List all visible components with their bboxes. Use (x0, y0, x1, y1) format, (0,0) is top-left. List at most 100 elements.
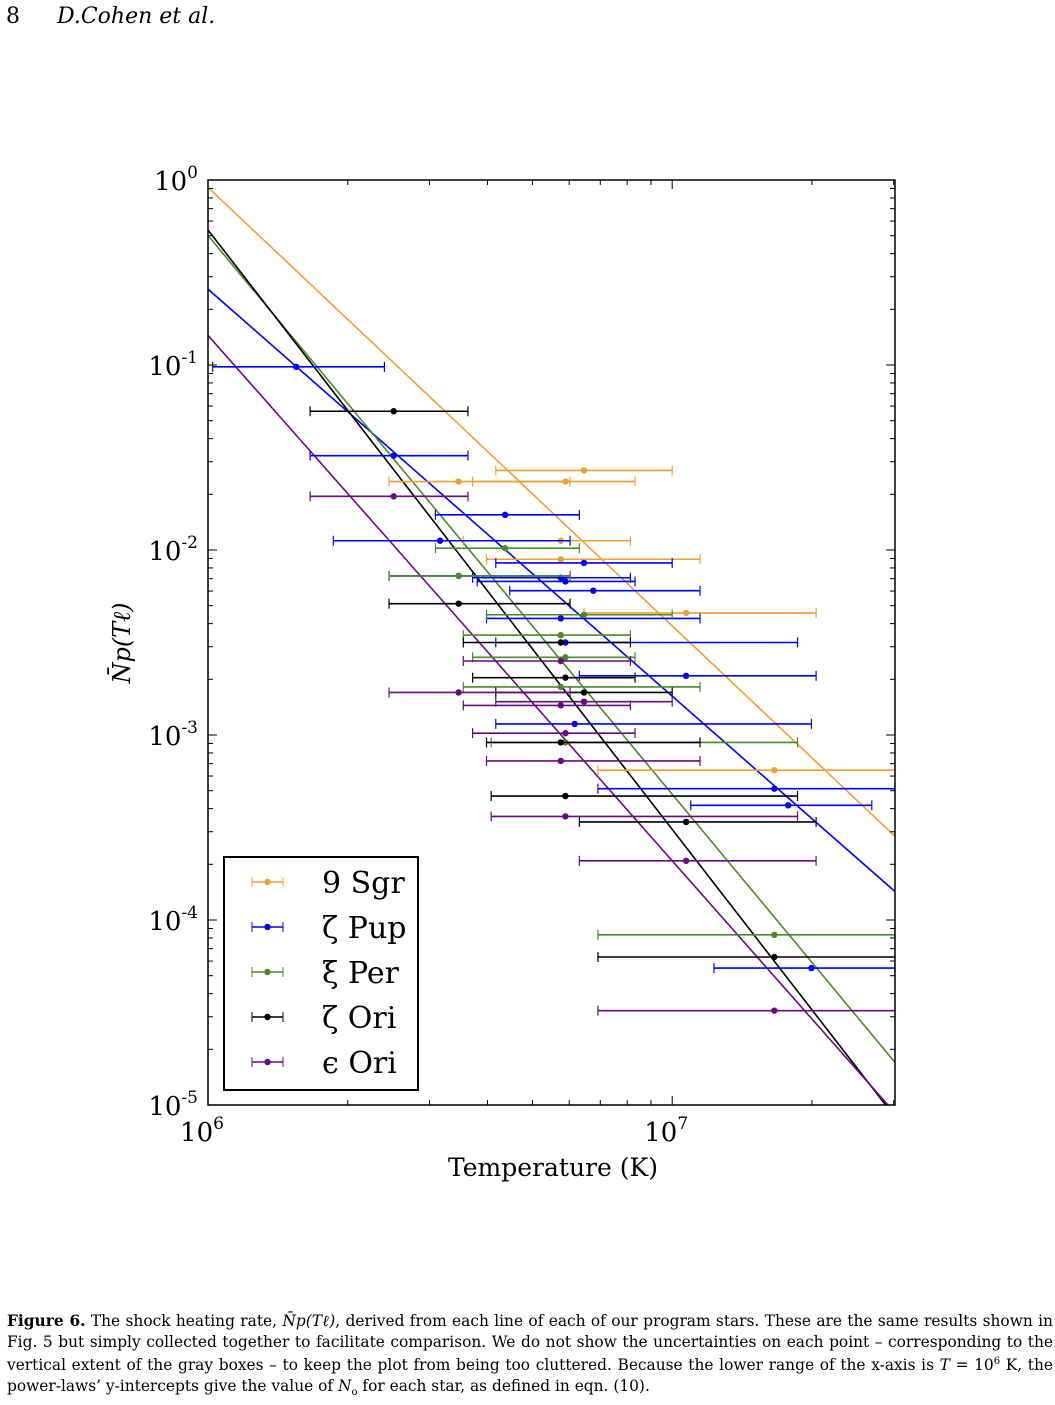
legend-marker-dot (264, 1058, 271, 1066)
data-point (390, 452, 397, 459)
legend-marker-dot (264, 878, 271, 886)
page-number: 8 (6, 4, 20, 29)
fit-line (208, 234, 895, 1063)
data-point (785, 802, 792, 809)
tick-exponent: -4 (181, 903, 198, 923)
tick-exponent: -1 (181, 348, 198, 368)
data-point (571, 720, 578, 728)
tick-base: 10 (148, 352, 181, 382)
data-point (771, 953, 778, 961)
tick-base: 10 (148, 1092, 181, 1122)
data-point (771, 1007, 778, 1014)
data-point (455, 478, 462, 485)
data-point (557, 657, 564, 665)
legend-label: 9 Sgr (322, 866, 405, 901)
data-point (682, 857, 690, 864)
tick-exponent: -3 (181, 718, 198, 738)
data-point (562, 729, 569, 737)
caption-label: Figure 6. (7, 1312, 86, 1330)
tick-exponent: 7 (677, 1114, 688, 1134)
caption-math: N̄p(Tℓ) (282, 1312, 336, 1330)
data-point (557, 556, 564, 563)
caption-math: N (337, 1376, 352, 1395)
data-point (808, 964, 815, 972)
tick-base: 10 (644, 1118, 677, 1148)
x-tick-label: 107 (644, 1114, 688, 1148)
caption-text: , derived from each line of each of our … (7, 1312, 1053, 1375)
tick-exponent: -5 (181, 1088, 198, 1108)
y-tick-label: 10-5 (148, 1088, 198, 1122)
data-point (562, 654, 569, 661)
data-point (590, 587, 597, 594)
data-point (682, 818, 690, 826)
y-tick-label: 10-3 (148, 718, 198, 752)
data-point (501, 511, 509, 519)
legend-label: ζ Pup (322, 911, 407, 946)
caption-sub: o (351, 1386, 358, 1398)
running-title: D.Cohen et al. (57, 4, 216, 29)
y-tick-label: 100 (154, 163, 198, 197)
plot-frame (207, 179, 896, 1106)
data-point (771, 766, 778, 774)
data-point (455, 572, 462, 580)
tick-exponent: 6 (213, 1114, 224, 1134)
legend: 9 Sgr ζ Pup ξ Per ζ Ori ϵ Ori (223, 856, 419, 1091)
data-point (580, 559, 588, 567)
y-axis-label: N̄p(Tℓ) (108, 602, 136, 684)
data-point (557, 615, 564, 622)
data-point (580, 698, 588, 705)
y-tick-label: 10-4 (148, 903, 198, 937)
figure-caption: Figure 6. The shock heating rate, N̄p(Tℓ… (7, 1311, 1053, 1403)
tick-base: 10 (148, 907, 181, 937)
caption-text: = 10 (949, 1356, 994, 1375)
data-point (682, 672, 690, 679)
y-tick-label: 10-2 (148, 533, 198, 567)
caption-text: for each star, as defined in eqn. (10). (357, 1376, 650, 1395)
data-point (557, 757, 564, 765)
data-point (562, 674, 569, 681)
data-point (557, 639, 564, 646)
legend-label: ζ Ori (322, 1001, 396, 1036)
legend-marker-dot (264, 968, 271, 976)
fit-line (208, 229, 887, 1105)
legend-label: ξ Per (322, 956, 400, 991)
data-point (557, 739, 564, 746)
data-point (580, 689, 588, 696)
caption-math: T (939, 1356, 950, 1375)
caption-sup: 6 (993, 1356, 1001, 1367)
caption-text: K, the power-laws’ y-intercepts give the… (7, 1356, 1054, 1395)
legend-box (223, 856, 419, 1091)
data-point (557, 702, 564, 709)
data-point (455, 600, 462, 607)
data-point (562, 478, 569, 485)
tick-exponent: 0 (187, 163, 198, 183)
x-tick-label: 106 (180, 1114, 224, 1148)
data-point (580, 467, 588, 474)
data-point (292, 363, 300, 371)
y-tick-label: 10-1 (148, 348, 198, 382)
data-point (771, 931, 778, 938)
tick-exponent: -2 (181, 533, 198, 553)
data-point (580, 611, 588, 618)
data-point (557, 631, 564, 639)
data-point (501, 544, 509, 552)
legend-marker-dot (264, 923, 271, 931)
legend-marker-dot (264, 1013, 271, 1021)
data-point (682, 609, 690, 617)
tick-base: 10 (148, 537, 181, 567)
x-axis-label: Temperature (K) (448, 1153, 658, 1182)
data-point (557, 683, 564, 691)
data-point (390, 408, 397, 415)
data-point (390, 493, 397, 500)
data-point (562, 813, 569, 820)
tick-base: 10 (148, 722, 181, 752)
tick-base: 10 (180, 1118, 213, 1148)
data-point (562, 792, 569, 800)
data-point (436, 537, 444, 544)
plot-area (208, 186, 895, 1105)
data-point (455, 689, 462, 696)
legend-label: ϵ Ori (322, 1046, 397, 1081)
fit-line (208, 186, 895, 837)
